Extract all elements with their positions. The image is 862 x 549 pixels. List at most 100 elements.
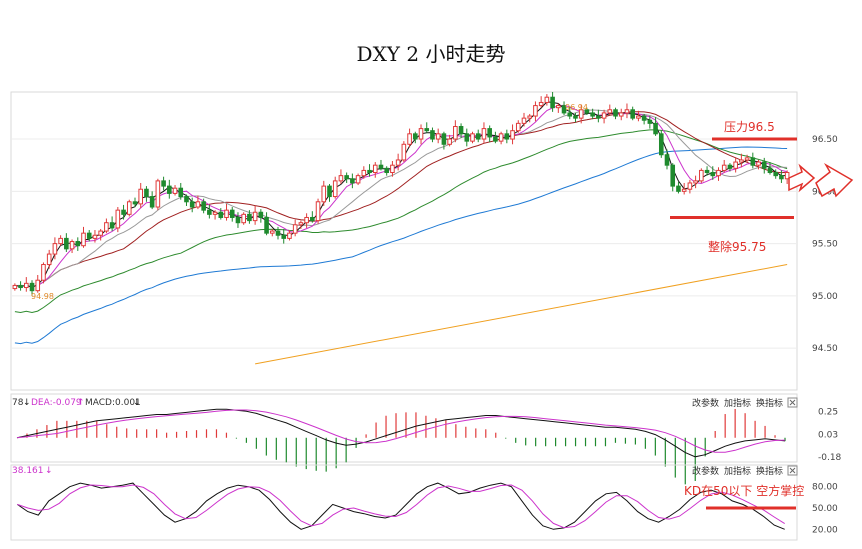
candle-body (224, 209, 229, 218)
candle-body (315, 201, 321, 222)
page-title: DXY 2 小时走势 (356, 42, 506, 66)
support-label: 整除95.75 (708, 239, 766, 254)
candle-body (504, 133, 510, 140)
candle-body (630, 109, 635, 119)
candle-body (252, 211, 258, 222)
kd-lines (17, 482, 785, 530)
candle-body (624, 109, 630, 114)
candle-body (184, 196, 189, 203)
main-gridlines (12, 138, 797, 349)
candle-body (281, 234, 287, 239)
kd-edit-params-button[interactable]: 改参数 (692, 465, 719, 477)
candle-body (355, 175, 361, 184)
candle-body (435, 133, 441, 140)
candle-body (332, 180, 338, 198)
candle-body (493, 136, 498, 142)
candle-body (699, 169, 704, 182)
macd-close-button[interactable] (787, 397, 798, 408)
candle-body (172, 187, 178, 194)
candle-body (475, 133, 481, 140)
candle-body (167, 185, 172, 194)
kd-close-cross (789, 467, 796, 474)
ma250-line (255, 264, 788, 365)
price-tick-label: 96.50 (812, 135, 838, 145)
macd-dif-line (16, 408, 786, 458)
candle-body (527, 115, 533, 119)
macd-edit-params-button[interactable]: 改参数 (692, 397, 719, 409)
candle-body (521, 117, 527, 124)
macd-switch-indicator-button[interactable]: 换指标 (756, 397, 783, 409)
candle-body (498, 133, 504, 142)
candle-body (104, 222, 109, 232)
kd-add-indicator-button[interactable]: 加指标 (724, 465, 751, 477)
kd-value: 38.161 (12, 466, 44, 476)
candle-body (64, 237, 69, 250)
macd-legend: 78 ↓ DEA:-0.079 ↑ MACD:0.001 ↓ (12, 398, 141, 408)
candle-body (287, 232, 292, 239)
candle-body (413, 133, 418, 140)
price-high-label: 96.94 (565, 103, 588, 112)
macd-macd-value: MACD:0.001 (85, 398, 141, 408)
price-low-label: 94.98 (31, 292, 54, 301)
candlesticks (12, 92, 790, 296)
macd-histogram (26, 408, 786, 485)
candle-body (18, 284, 23, 289)
candle-body (207, 209, 212, 215)
candle-body (407, 133, 412, 145)
candle-body (144, 188, 149, 198)
candle-body (395, 159, 401, 166)
ma10-line (14, 104, 788, 288)
candle-body (121, 209, 126, 215)
candle-body (744, 157, 750, 161)
candle-body (155, 180, 161, 208)
macd-dea-value: DEA:-0.079 (31, 398, 82, 408)
candle-body (750, 157, 756, 166)
candle-body (241, 213, 246, 224)
candle-body (596, 115, 601, 119)
kd-axis: 80.00 50.00 20.00 (812, 483, 838, 536)
candle-body (212, 211, 218, 215)
candle-body (681, 188, 687, 192)
candle-body (81, 232, 86, 247)
candle-body (29, 282, 35, 292)
candle-body (487, 128, 492, 138)
candle-body (584, 109, 590, 114)
price-tick-label: 95.50 (812, 240, 838, 250)
candle-body (321, 185, 327, 203)
kd-tick-label: 80.00 (812, 483, 838, 493)
resistance-label: 压力96.5 (724, 120, 775, 134)
candle-body (401, 143, 407, 161)
kd-annotation: KD在50以下 空方掌控 (684, 483, 804, 498)
candle-body (350, 178, 355, 184)
macd-tick-label: -0.18 (818, 453, 842, 463)
kd-switch-indicator-button[interactable]: 换指标 (756, 465, 783, 477)
candle-body (464, 133, 470, 142)
macd-add-indicator-button[interactable]: 加指标 (724, 397, 751, 409)
candle-body (189, 201, 195, 208)
candle-body (704, 169, 710, 174)
candle-body (247, 213, 252, 222)
candle-body (670, 164, 676, 187)
candle-body (12, 284, 18, 290)
arrow-right-icon-2 (815, 162, 854, 198)
kd-close-button[interactable] (787, 465, 798, 476)
macd-axis: 0.25 0.03 -0.18 (818, 407, 842, 463)
moving-average-lines (14, 101, 788, 365)
candle-body (550, 96, 555, 109)
macd-tick-label: 0.03 (818, 431, 838, 441)
candle-body (573, 115, 578, 119)
macd-dea-line (16, 409, 786, 453)
candle-body (86, 232, 92, 239)
candle-body (481, 128, 487, 140)
macd-lines (16, 408, 786, 458)
ma5-line (14, 101, 788, 288)
macd-dif-value: 78 (12, 398, 24, 408)
candle-body (75, 241, 81, 247)
price-tick-label: 95.00 (812, 292, 838, 302)
candle-body (515, 122, 521, 132)
candle-body (590, 112, 595, 117)
candle-body (384, 167, 389, 174)
candle-body (556, 105, 561, 109)
